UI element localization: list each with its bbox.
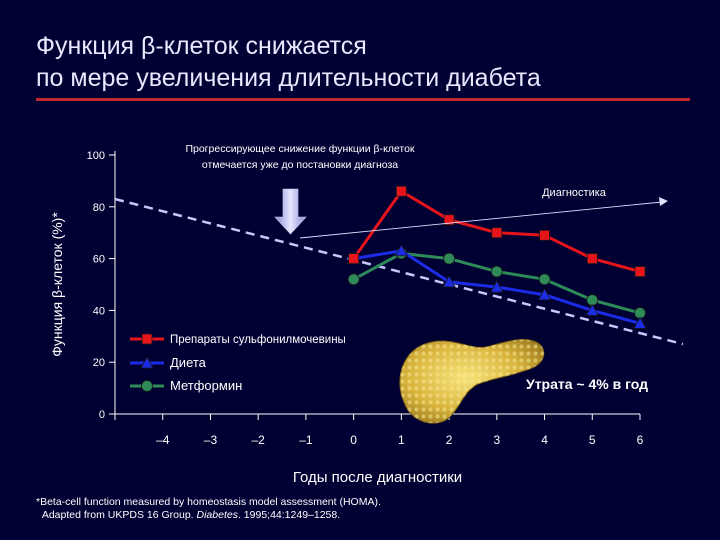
pancreas-illustration (399, 339, 545, 424)
progressive-decline-note-line-2: отмечается уже до постановки диагноза (202, 159, 398, 171)
legend-marker (141, 333, 153, 345)
data-point (586, 253, 598, 265)
pancreas-texture (399, 339, 544, 424)
title-divider (36, 98, 690, 101)
data-point (538, 273, 551, 286)
progressive-decline-note-line-1: Прогрессирующее снижение функции β-клето… (185, 143, 414, 155)
diagnosis-label: Диагностика (542, 187, 607, 199)
series-square (348, 185, 646, 277)
y-tick-label: 60 (93, 254, 105, 266)
footnote-source-suffix: . 1995;44:1249–1258. (237, 509, 341, 521)
legend-label: Препараты сульфонилмочевины (170, 334, 346, 346)
x-tick-label: 5 (589, 433, 596, 447)
y-axis-label: Функция β-клеток (%)* (49, 212, 65, 357)
data-point (539, 229, 550, 241)
legend-label: Метформин (170, 378, 242, 393)
x-tick-label: 3 (493, 433, 500, 447)
legend-label: Диета (170, 355, 207, 370)
data-point (537, 288, 552, 301)
data-point (443, 214, 455, 226)
x-tick-label: –2 (252, 433, 266, 447)
data-point (394, 243, 409, 257)
data-point (633, 316, 647, 329)
x-tick-label: 1 (398, 433, 405, 447)
x-tick-label: 0 (350, 433, 357, 447)
footnote-source-prefix: Adapted from UKPDS 16 Group. (41, 509, 197, 521)
legend-marker (141, 380, 153, 392)
trend-line (114, 197, 684, 346)
diagnosis-pointer-line (299, 201, 663, 239)
x-axis-label: Годы после диагностики (293, 469, 462, 486)
footnote-journal: Diabetes (196, 509, 238, 521)
footnote-source: Adapted from UKPDS 16 Group. Diabetes. 1… (36, 509, 381, 522)
data-point (443, 252, 455, 265)
chart-legend: Препараты сульфонилмочевины Диета Метформи… (130, 333, 346, 393)
data-point (347, 273, 360, 286)
x-tick-label: –3 (204, 433, 218, 447)
chart-axes (114, 151, 640, 415)
y-tick-label: 40 (93, 305, 105, 317)
slide-title: Функция β-клеток снижается по мере увели… (36, 30, 541, 94)
y-axis-ticks: 0 20 40 60 80 100 (87, 150, 115, 421)
x-tick-label: 6 (637, 433, 644, 447)
x-tick-label: 4 (541, 433, 548, 447)
data-point (442, 275, 456, 288)
data-point (491, 227, 503, 239)
x-tick-label: –4 (156, 433, 170, 447)
data-point (395, 185, 407, 197)
data-point (634, 266, 646, 277)
slide-title-line-1: Функция β-клеток снижается (36, 32, 367, 60)
data-point (585, 303, 599, 316)
loss-rate-label: Утрата ~ 4% в год (526, 376, 648, 392)
decline-annotation: Прогрессирующее снижение функции β-клето… (185, 143, 415, 235)
y-tick-label: 100 (87, 150, 105, 162)
y-tick-label: 20 (93, 357, 105, 369)
y-tick-label: 80 (93, 202, 105, 214)
data-point (348, 253, 360, 265)
chart-series (346, 185, 647, 329)
footnote-method: *Beta-cell function measured by homeosta… (36, 496, 381, 508)
down-arrow-icon (274, 188, 307, 235)
x-tick-label: 2 (446, 433, 453, 447)
diagnosis-annotation: Диагностика (299, 187, 668, 239)
y-tick-label: 0 (99, 409, 105, 421)
x-tick-label: –1 (299, 433, 313, 447)
arrowhead-icon (659, 197, 668, 206)
footnote: *Beta-cell function measured by homeosta… (36, 496, 381, 522)
slide-title-line-2: по мере увеличения длительности диабета (36, 64, 541, 92)
trend-dashed-line (114, 197, 684, 346)
data-point (490, 265, 503, 278)
legend-marker (140, 356, 154, 369)
data-point (490, 280, 504, 293)
x-axis-ticks: –4 –3 –2 –1 0 1 2 3 4 5 6 (114, 414, 644, 447)
